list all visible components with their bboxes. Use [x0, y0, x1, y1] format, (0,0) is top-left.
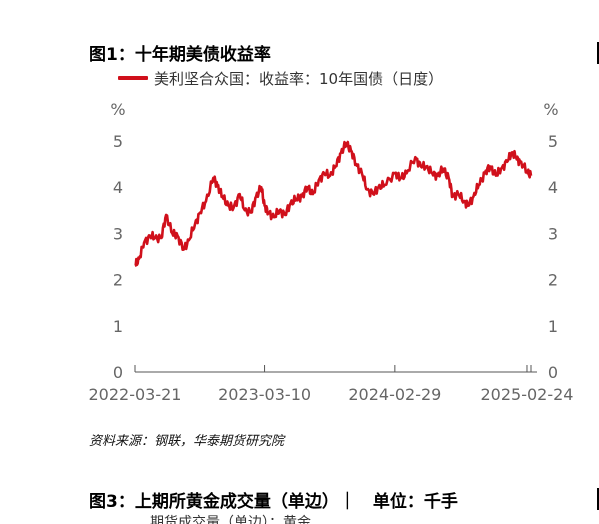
chart-series — [134, 140, 533, 267]
x-tick-label: 2022-03-21 — [89, 385, 182, 404]
y-tick-label-right: 4 — [548, 178, 558, 197]
legend-label: 美利坚合众国：收益率：10年国债（日度） — [154, 69, 444, 88]
chart-axes: 0 0 1 1 2 2 3 3 4 4 5 5% % 2022-03-21 2023-03-10 2024-0… — [89, 100, 574, 404]
x-tick-label: 2023-03-10 — [218, 385, 311, 404]
next-chart-title: 图3：上期所黄金成交量（单边）｜ 单位：千手 — [89, 492, 458, 512]
y-tick-label-left: 1 — [113, 317, 123, 336]
y-tick-label-right: 5 — [548, 132, 558, 151]
y-tick-label-left: 0 — [113, 363, 123, 382]
y-tick-label-right: 0 — [548, 363, 558, 382]
chart-legend: 美利坚合众国：收益率：10年国债（日度） — [118, 68, 443, 88]
y-tick-label-right: 1 — [548, 317, 558, 336]
y-tick-label-left: 3 — [113, 224, 123, 243]
series-line-0 — [134, 140, 533, 267]
next-chart-legend: 期货成交量（单边）：黄金 — [150, 515, 311, 524]
legend-swatch — [118, 76, 148, 80]
y-tick-label-right: 2 — [548, 271, 558, 290]
y-tick-label-left: 2 — [113, 271, 123, 290]
y-unit-right: % — [543, 100, 558, 119]
y-tick-label-right: 3 — [548, 224, 558, 243]
y-tick-label-left: 5 — [113, 132, 123, 151]
x-tick-label: 2025-02-24 — [480, 385, 573, 404]
x-tick-label: 2024-02-29 — [348, 385, 441, 404]
source-note: 资料来源：钢联，华泰期货研究院 — [89, 434, 285, 449]
y-unit-left: % — [110, 100, 125, 119]
edge-divider — [597, 488, 599, 510]
edge-divider — [597, 42, 599, 64]
y-tick-label-left: 4 — [113, 178, 123, 197]
chart-title: 图1：十年期美债收益率 — [89, 45, 271, 65]
